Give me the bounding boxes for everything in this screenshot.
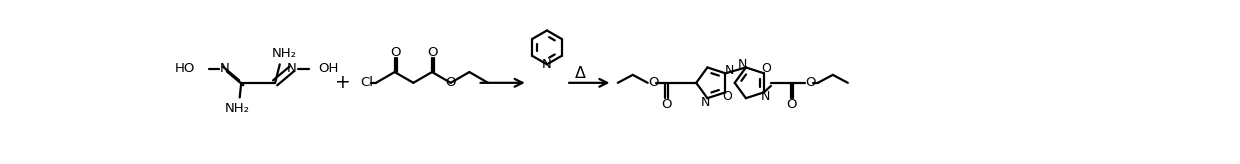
Text: O: O [391, 46, 401, 59]
Text: O: O [786, 98, 797, 111]
Text: N: N [286, 62, 296, 75]
Text: HO: HO [175, 62, 196, 75]
Text: N: N [738, 58, 746, 71]
Text: +: + [335, 73, 351, 92]
Text: O: O [647, 76, 658, 89]
Text: N: N [761, 90, 770, 103]
Text: N: N [701, 96, 711, 109]
Text: O: O [428, 46, 438, 59]
Text: O: O [445, 76, 456, 89]
Text: NH₂: NH₂ [224, 102, 250, 115]
Text: OH: OH [317, 62, 339, 75]
Text: O: O [761, 62, 771, 75]
Text: NH₂: NH₂ [272, 47, 296, 60]
Text: O: O [805, 76, 816, 89]
Text: N: N [219, 62, 229, 75]
Text: O: O [661, 98, 671, 111]
Text: N: N [724, 64, 734, 77]
Text: Cl: Cl [361, 76, 373, 89]
Text: Δ: Δ [574, 66, 585, 81]
Text: N: N [542, 58, 552, 71]
Text: O: O [722, 90, 732, 103]
